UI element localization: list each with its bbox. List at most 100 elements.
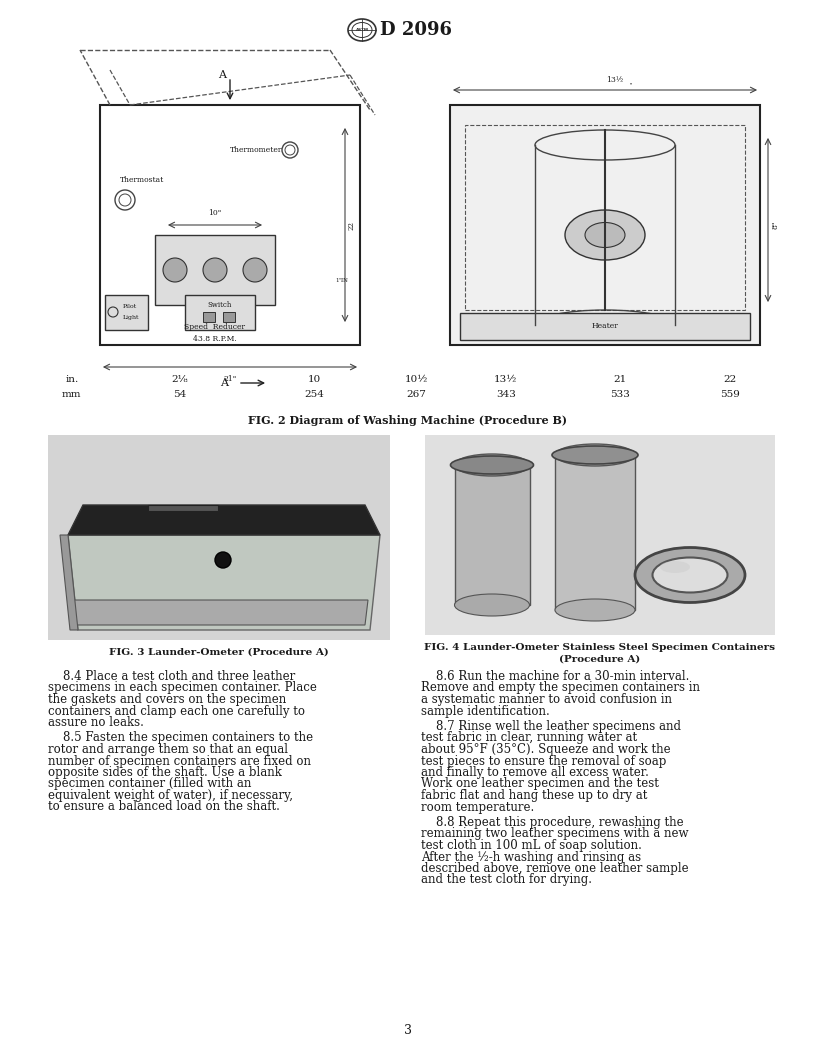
Text: Heater: Heater [592,322,619,329]
Bar [465,125,745,310]
Ellipse shape [450,456,534,474]
Text: 13½: 13½ [606,76,623,84]
Text: 22: 22 [347,221,355,229]
Text: number of specimen containers are fixed on: number of specimen containers are fixed … [48,754,311,768]
Text: 2⅛: 2⅛ [171,375,188,384]
Bar [460,313,750,340]
Text: Speed  Reducer: Speed Reducer [184,323,246,331]
Text: 8.7 Rinse well the leather specimens and: 8.7 Rinse well the leather specimens and [421,720,681,733]
Bar [455,465,530,605]
Text: Remove and empty the specimen containers in: Remove and empty the specimen containers… [421,681,700,695]
Bar [425,435,775,635]
Ellipse shape [565,210,645,260]
Text: opposite sides of the shaft. Use a blank: opposite sides of the shaft. Use a blank [48,766,282,779]
Circle shape [163,258,187,282]
Text: 10: 10 [308,375,321,384]
Text: and finally to remove all excess water.: and finally to remove all excess water. [421,766,649,779]
Text: 10": 10" [208,209,222,216]
Circle shape [243,258,267,282]
Text: 254: 254 [304,390,324,399]
Text: 43.8 R.P.M.: 43.8 R.P.M. [193,335,237,343]
Text: test pieces to ensure the removal of soap: test pieces to ensure the removal of soa… [421,754,667,768]
Bar [100,105,360,345]
Text: Switch: Switch [208,301,233,309]
Text: specimens in each specimen container. Place: specimens in each specimen container. Pl… [48,681,317,695]
Bar [203,312,215,322]
Polygon shape [68,505,380,535]
Text: and the test cloth for drying.: and the test cloth for drying. [421,873,592,886]
Ellipse shape [455,593,530,616]
Text: test fabric in clear, running water at: test fabric in clear, running water at [421,732,637,744]
Circle shape [203,258,227,282]
Text: a systematic manner to avoid confusion in: a systematic manner to avoid confusion i… [421,693,672,706]
Bar [450,105,760,345]
Bar [155,235,275,305]
Text: 8.5 Fasten the specimen containers to the: 8.5 Fasten the specimen containers to th… [48,732,313,744]
Text: mm: mm [62,390,82,399]
Text: 533: 533 [610,390,630,399]
Ellipse shape [635,547,745,603]
Ellipse shape [653,558,728,592]
Text: 343: 343 [496,390,516,399]
Text: 22: 22 [724,375,737,384]
Text: 21: 21 [614,375,627,384]
Bar [185,295,255,329]
Ellipse shape [552,446,638,464]
Text: sample identification.: sample identification. [421,704,550,717]
Text: Pilot: Pilot [123,304,137,309]
Text: Thermometer: Thermometer [230,146,282,154]
Ellipse shape [660,561,690,573]
Text: assure no leaks.: assure no leaks. [48,716,144,729]
Polygon shape [68,535,380,630]
Text: 8.6 Run the machine for a 30-min interval.: 8.6 Run the machine for a 30-min interva… [421,670,690,683]
Text: A: A [218,70,226,80]
Text: 267: 267 [406,390,426,399]
Text: room temperature.: room temperature. [421,800,534,813]
Text: 3: 3 [404,1023,412,1037]
Text: After the ½-h washing and rinsing as: After the ½-h washing and rinsing as [421,850,641,864]
Text: 8.8 Repeat this procedure, rewashing the: 8.8 Repeat this procedure, rewashing the [421,816,684,829]
Polygon shape [60,535,78,630]
Ellipse shape [455,454,530,476]
Text: 1"IN: 1"IN [335,278,348,283]
Text: D 2096: D 2096 [380,21,452,39]
Ellipse shape [555,599,635,621]
Text: test cloth in 100 mL of soap solution.: test cloth in 100 mL of soap solution. [421,840,642,852]
Ellipse shape [555,444,635,466]
Text: 8": 8" [772,221,780,229]
Polygon shape [70,600,368,625]
Text: remaining two leather specimens with a new: remaining two leather specimens with a n… [421,828,689,841]
Text: 8.4 Place a test cloth and three leather: 8.4 Place a test cloth and three leather [48,670,295,683]
Text: to ensure a balanced load on the shaft.: to ensure a balanced load on the shaft. [48,800,280,813]
Text: fabric flat and hang these up to dry at: fabric flat and hang these up to dry at [421,789,647,802]
Text: equivalent weight of water), if necessary,: equivalent weight of water), if necessar… [48,789,293,802]
Text: Thermostat: Thermostat [120,176,164,184]
Text: Work one leather specimen and the test: Work one leather specimen and the test [421,777,659,791]
Text: the gaskets and covers on the specimen: the gaskets and covers on the specimen [48,693,286,706]
Text: specimen container (filled with an: specimen container (filled with an [48,777,251,791]
Text: 559: 559 [721,390,740,399]
Text: 10½: 10½ [405,375,428,384]
Text: in.: in. [65,375,78,384]
Text: 21": 21" [224,375,237,383]
Text: Light: Light [123,315,140,320]
Text: 54: 54 [173,390,186,399]
Text: rotor and arrange them so that an equal: rotor and arrange them so that an equal [48,743,288,756]
Ellipse shape [585,223,625,247]
Text: FIG. 3 Launder-Ometer (Procedure A): FIG. 3 Launder-Ometer (Procedure A) [109,648,329,657]
Text: ASTM: ASTM [356,29,369,32]
Bar [148,505,218,511]
Bar [555,455,635,610]
Text: A: A [220,378,228,388]
Text: ": " [630,83,632,88]
Text: FIG. 4 Launder-Ometer Stainless Steel Specimen Containers: FIG. 4 Launder-Ometer Stainless Steel Sp… [424,643,775,652]
Circle shape [215,552,231,568]
Text: (Procedure A): (Procedure A) [560,655,641,664]
Bar [105,295,148,329]
Text: described above, remove one leather sample: described above, remove one leather samp… [421,862,689,875]
Bar [48,435,390,640]
Text: 13½: 13½ [494,375,517,384]
Text: containers and clamp each one carefully to: containers and clamp each one carefully … [48,704,305,717]
Text: FIG. 2 Diagram of Washing Machine (Procedure B): FIG. 2 Diagram of Washing Machine (Proce… [249,415,567,426]
Bar [223,312,235,322]
